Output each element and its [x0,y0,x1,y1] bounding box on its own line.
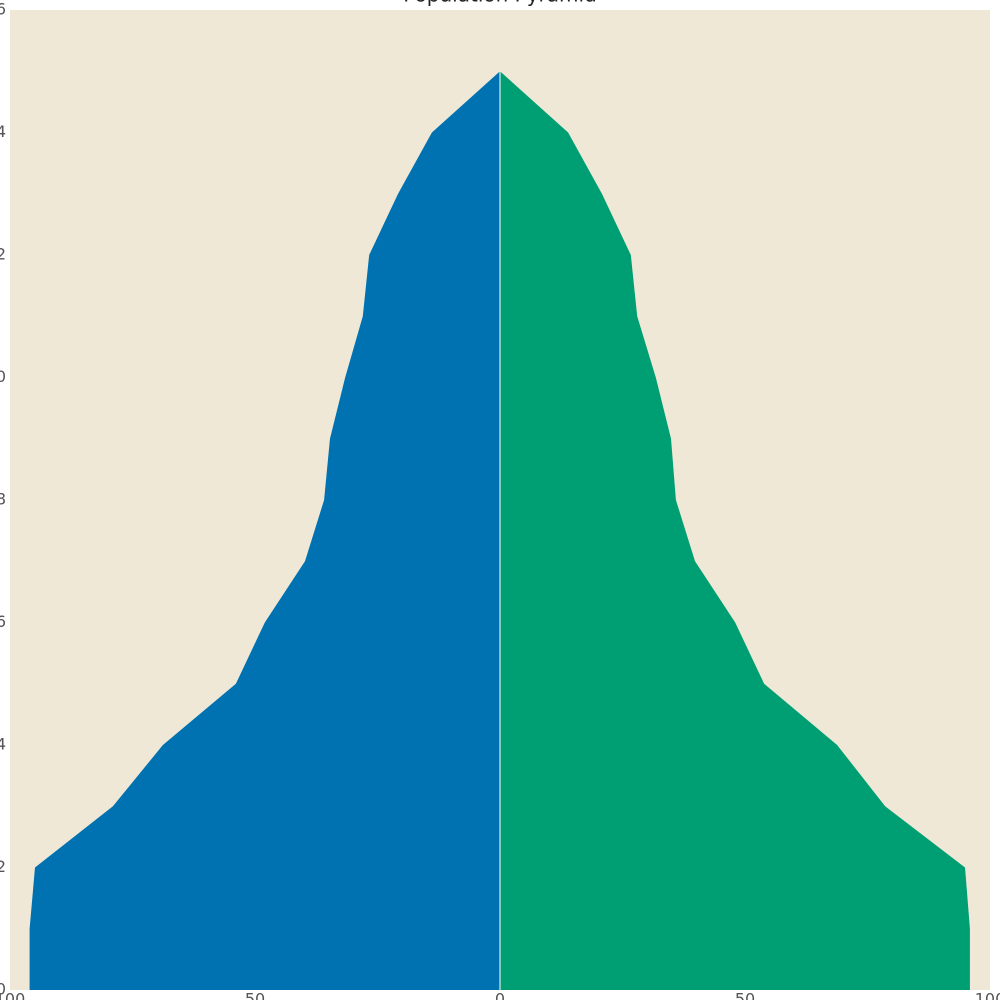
y-tick-label: 0 [0,980,6,999]
x-tick-label: 100 [0,990,25,1000]
y-tick-label: 8 [0,490,6,509]
area [29,71,500,990]
x-tick-label: 50 [735,990,755,1000]
area [500,71,970,990]
y-tick-label: 16 [0,0,6,19]
y-tick-label: 6 [0,612,6,631]
x-tick-label: 100 [975,990,1000,1000]
y-tick-label: 4 [0,735,6,754]
y-tick-label: 2 [0,857,6,876]
y-tick-label: 10 [0,367,6,386]
y-tick-label: 12 [0,245,6,264]
chart-title: Population Pyramid [403,0,597,7]
y-tick-label: 14 [0,122,6,141]
x-tick-label: 50 [245,990,265,1000]
x-tick-label: 0 [495,990,505,1000]
